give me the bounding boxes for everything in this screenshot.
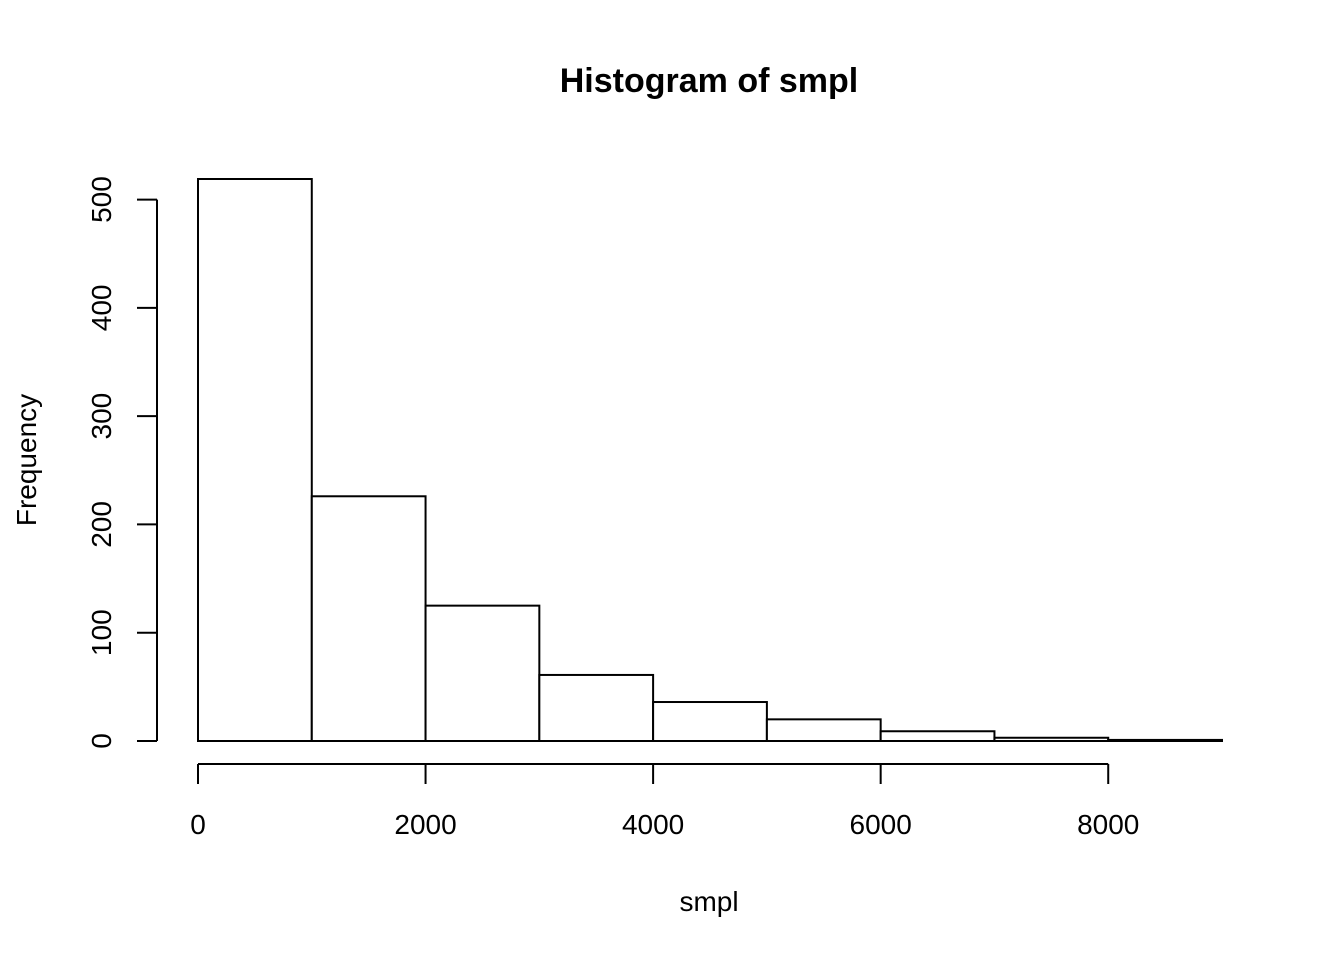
y-tick-label: 200 [86, 501, 117, 548]
x-tick-label: 4000 [622, 809, 684, 840]
y-tick-label: 300 [86, 393, 117, 440]
chart-title: Histogram of smpl [560, 62, 858, 100]
histogram-bar [879, 730, 996, 742]
y-axis: 0 100 200 300 400 500 [86, 176, 158, 749]
x-tick-label: 2000 [394, 809, 456, 840]
histogram-bar [765, 718, 882, 742]
x-axis-label: smpl [679, 886, 738, 917]
y-tick-label: 0 [86, 733, 117, 749]
histogram-bar [1107, 738, 1223, 743]
histogram-bars [197, 178, 1223, 743]
x-tick-label: 8000 [1077, 809, 1139, 840]
histogram-bar [652, 701, 768, 742]
x-tick-label: 0 [190, 809, 206, 840]
histogram-bar [424, 604, 541, 743]
y-tick-label: 400 [86, 284, 117, 331]
histogram-bar [310, 495, 427, 743]
histogram-bar [538, 673, 655, 742]
y-tick-label: 100 [86, 609, 117, 656]
y-tick-label: 500 [86, 176, 117, 223]
x-tick-label: 6000 [850, 809, 912, 840]
x-axis: 0 2000 4000 6000 8000 [190, 763, 1139, 840]
histogram-bar [993, 736, 1110, 743]
histogram-bar [197, 178, 313, 742]
y-axis-label: Frequency [11, 394, 42, 526]
